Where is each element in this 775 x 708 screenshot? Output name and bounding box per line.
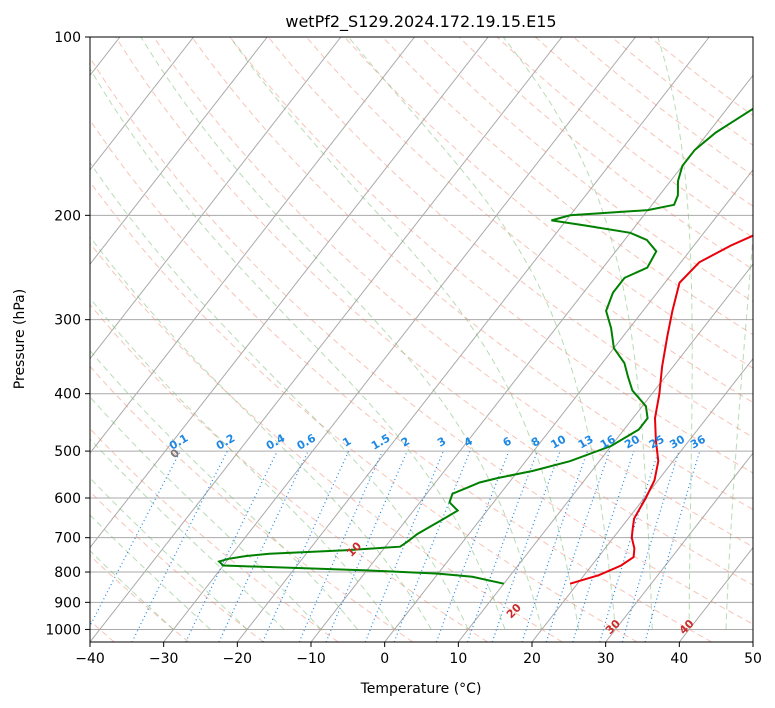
- isotherm-gridline: [236, 37, 710, 642]
- y-tick-label: 900: [54, 595, 81, 611]
- x-tick-label: 40: [670, 651, 688, 667]
- mixing-ratio-line: [621, 450, 680, 642]
- y-tick-label: 200: [54, 208, 81, 224]
- moist-adiabat: [90, 161, 469, 630]
- x-tick-label: −40: [75, 651, 105, 667]
- moist-adiabat: [502, 37, 653, 630]
- isotherm-gridline: [90, 37, 342, 360]
- y-tick-label: 600: [54, 491, 81, 507]
- y-axis: 100 200 300 400 500 600 700 800 900 1000: [45, 30, 90, 638]
- mixing-ratio-line: [545, 450, 611, 642]
- temperature-line: [569, 234, 753, 585]
- x-tick-label: 20: [523, 651, 541, 667]
- mixing-ratio-line: [572, 450, 635, 642]
- isotherm-gridline: [531, 357, 753, 642]
- mixing-ratio-line: [298, 450, 384, 642]
- moist-adiabat: [90, 297, 395, 630]
- chart-title: wetPf2_S129.2024.172.19.15.E15: [285, 12, 556, 32]
- y-tick-label: 100: [54, 30, 81, 46]
- isotherm-gridline: [752, 641, 753, 642]
- mixing-ratio-line: [131, 450, 228, 642]
- y-tick-label: 800: [54, 565, 81, 581]
- mixing-ratio-line: [644, 450, 701, 642]
- x-tick-label: −20: [223, 651, 253, 667]
- isotherm-gridline: [605, 452, 753, 642]
- dry-adiabat: [90, 303, 488, 642]
- moist-adiabat: [90, 477, 248, 630]
- dry-adiabat: [90, 427, 339, 642]
- x-tick-label: 10: [449, 651, 467, 667]
- y-tick-label: 300: [54, 313, 81, 329]
- isotherm-gridline: [90, 37, 415, 454]
- dry-adiabat: [90, 181, 638, 642]
- moist-adiabat: [90, 349, 358, 630]
- y-tick-label: 1000: [45, 622, 81, 638]
- y-tick-label: 400: [54, 387, 81, 403]
- dry-adiabat: [420, 37, 753, 303]
- isotherm-gridline: [310, 74, 753, 642]
- isotherm-gridline: [90, 37, 194, 171]
- mixing-ratio-line: [521, 450, 589, 642]
- dry-adiabat: [229, 37, 753, 474]
- moist-adiabat: [657, 37, 693, 630]
- x-tick-label: −30: [149, 651, 179, 667]
- dry-adiabat: [90, 56, 753, 625]
- moist-adiabat: [90, 550, 174, 630]
- dry-adiabat: [191, 37, 753, 511]
- y-axis-label: Pressure (hPa): [12, 289, 28, 389]
- dry-adiabat: [382, 37, 753, 336]
- dry-adiabat: [115, 37, 753, 586]
- dry-adiabat: [90, 365, 414, 642]
- mixing-ratio-line: [491, 450, 561, 642]
- mixing-ratio-line: [599, 450, 660, 642]
- moist-adiabat: [90, 236, 432, 630]
- dry-adiabat: [267, 37, 753, 438]
- dry-adiabat: [90, 119, 712, 642]
- x-axis: −40 −30 −20 −10 0 10 20 30 40 50: [75, 642, 762, 667]
- moist-adiabat: [90, 438, 285, 630]
- isotherm-gridline: [457, 263, 753, 642]
- isotherm-gridline: [90, 37, 489, 549]
- mixing-ratio-line: [466, 450, 538, 642]
- dry-adiabat: [90, 554, 190, 642]
- mixing-ratio-line: [364, 450, 444, 642]
- plot-frame: [89, 36, 754, 643]
- moist-adiabat: [229, 37, 580, 630]
- x-axis-label: Temperature (°C): [360, 681, 482, 697]
- isotherm-gridline: [384, 168, 753, 642]
- x-tick-label: 0: [380, 651, 389, 667]
- moist-adiabat: [90, 67, 506, 630]
- dewpoint-line: [217, 107, 753, 585]
- moist-adiabat: [90, 514, 211, 630]
- x-tick-label: 50: [744, 651, 762, 667]
- x-tick-label: 30: [597, 651, 615, 667]
- plot-area: [90, 37, 753, 642]
- isotherm-gridline: [90, 37, 268, 266]
- y-tick-label: 700: [54, 531, 81, 547]
- x-tick-label: −10: [296, 651, 326, 667]
- moist-adiabat: [348, 37, 616, 630]
- dry-adiabat: [90, 242, 563, 642]
- y-tick-label: 500: [54, 444, 81, 460]
- moist-adiabat: [140, 37, 543, 630]
- isotherm-gridline: [90, 37, 563, 642]
- moist-adiabat: [725, 230, 753, 630]
- isotherm-gridline: [163, 37, 636, 642]
- mixing-ratio-line: [325, 450, 408, 642]
